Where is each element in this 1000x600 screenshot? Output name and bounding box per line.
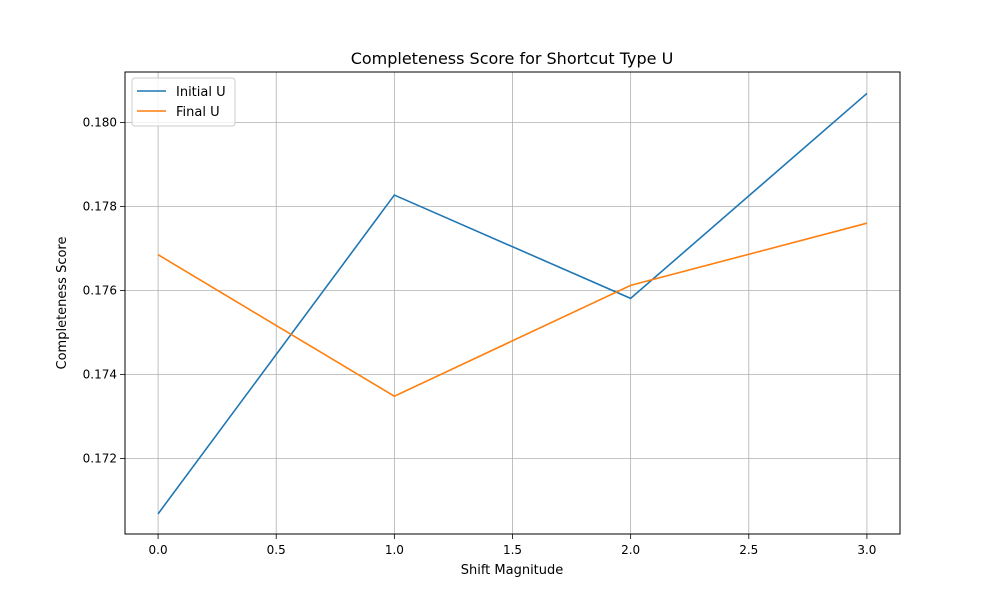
x-tick-label: 0.0	[149, 543, 168, 557]
x-tick-label: 1.0	[385, 543, 404, 557]
y-axis-label: Completeness Score	[55, 237, 70, 370]
x-axis-label: Shift Magnitude	[461, 563, 564, 578]
y-tick-label: 0.174	[83, 367, 117, 381]
x-axis-ticks: 0.0 0.5 1.0 1.5 2.0 2.5 3.0	[149, 534, 876, 557]
series-lines	[157, 92, 868, 515]
y-tick-label: 0.172	[83, 451, 117, 465]
x-tick-label: 3.0	[857, 543, 876, 557]
x-tick-label: 0.5	[267, 543, 286, 557]
grid-lines	[125, 72, 900, 534]
chart-title: Completeness Score for Shortcut Type U	[351, 49, 674, 68]
legend-label: Initial U	[176, 85, 226, 100]
legend-label: Final U	[176, 105, 220, 120]
legend: Initial U Final U	[131, 77, 236, 127]
y-axis-ticks: 0.172 0.174 0.176 0.178 0.180	[83, 115, 125, 465]
legend-box	[131, 77, 236, 127]
x-tick-label: 1.5	[503, 543, 522, 557]
series-line-initial-u	[157, 92, 868, 515]
y-tick-label: 0.178	[83, 199, 117, 213]
y-tick-label: 0.180	[83, 115, 117, 129]
x-tick-label: 2.0	[621, 543, 640, 557]
y-tick-label: 0.176	[83, 283, 117, 297]
series-line-final-u	[157, 222, 868, 398]
x-tick-label: 2.5	[739, 543, 758, 557]
